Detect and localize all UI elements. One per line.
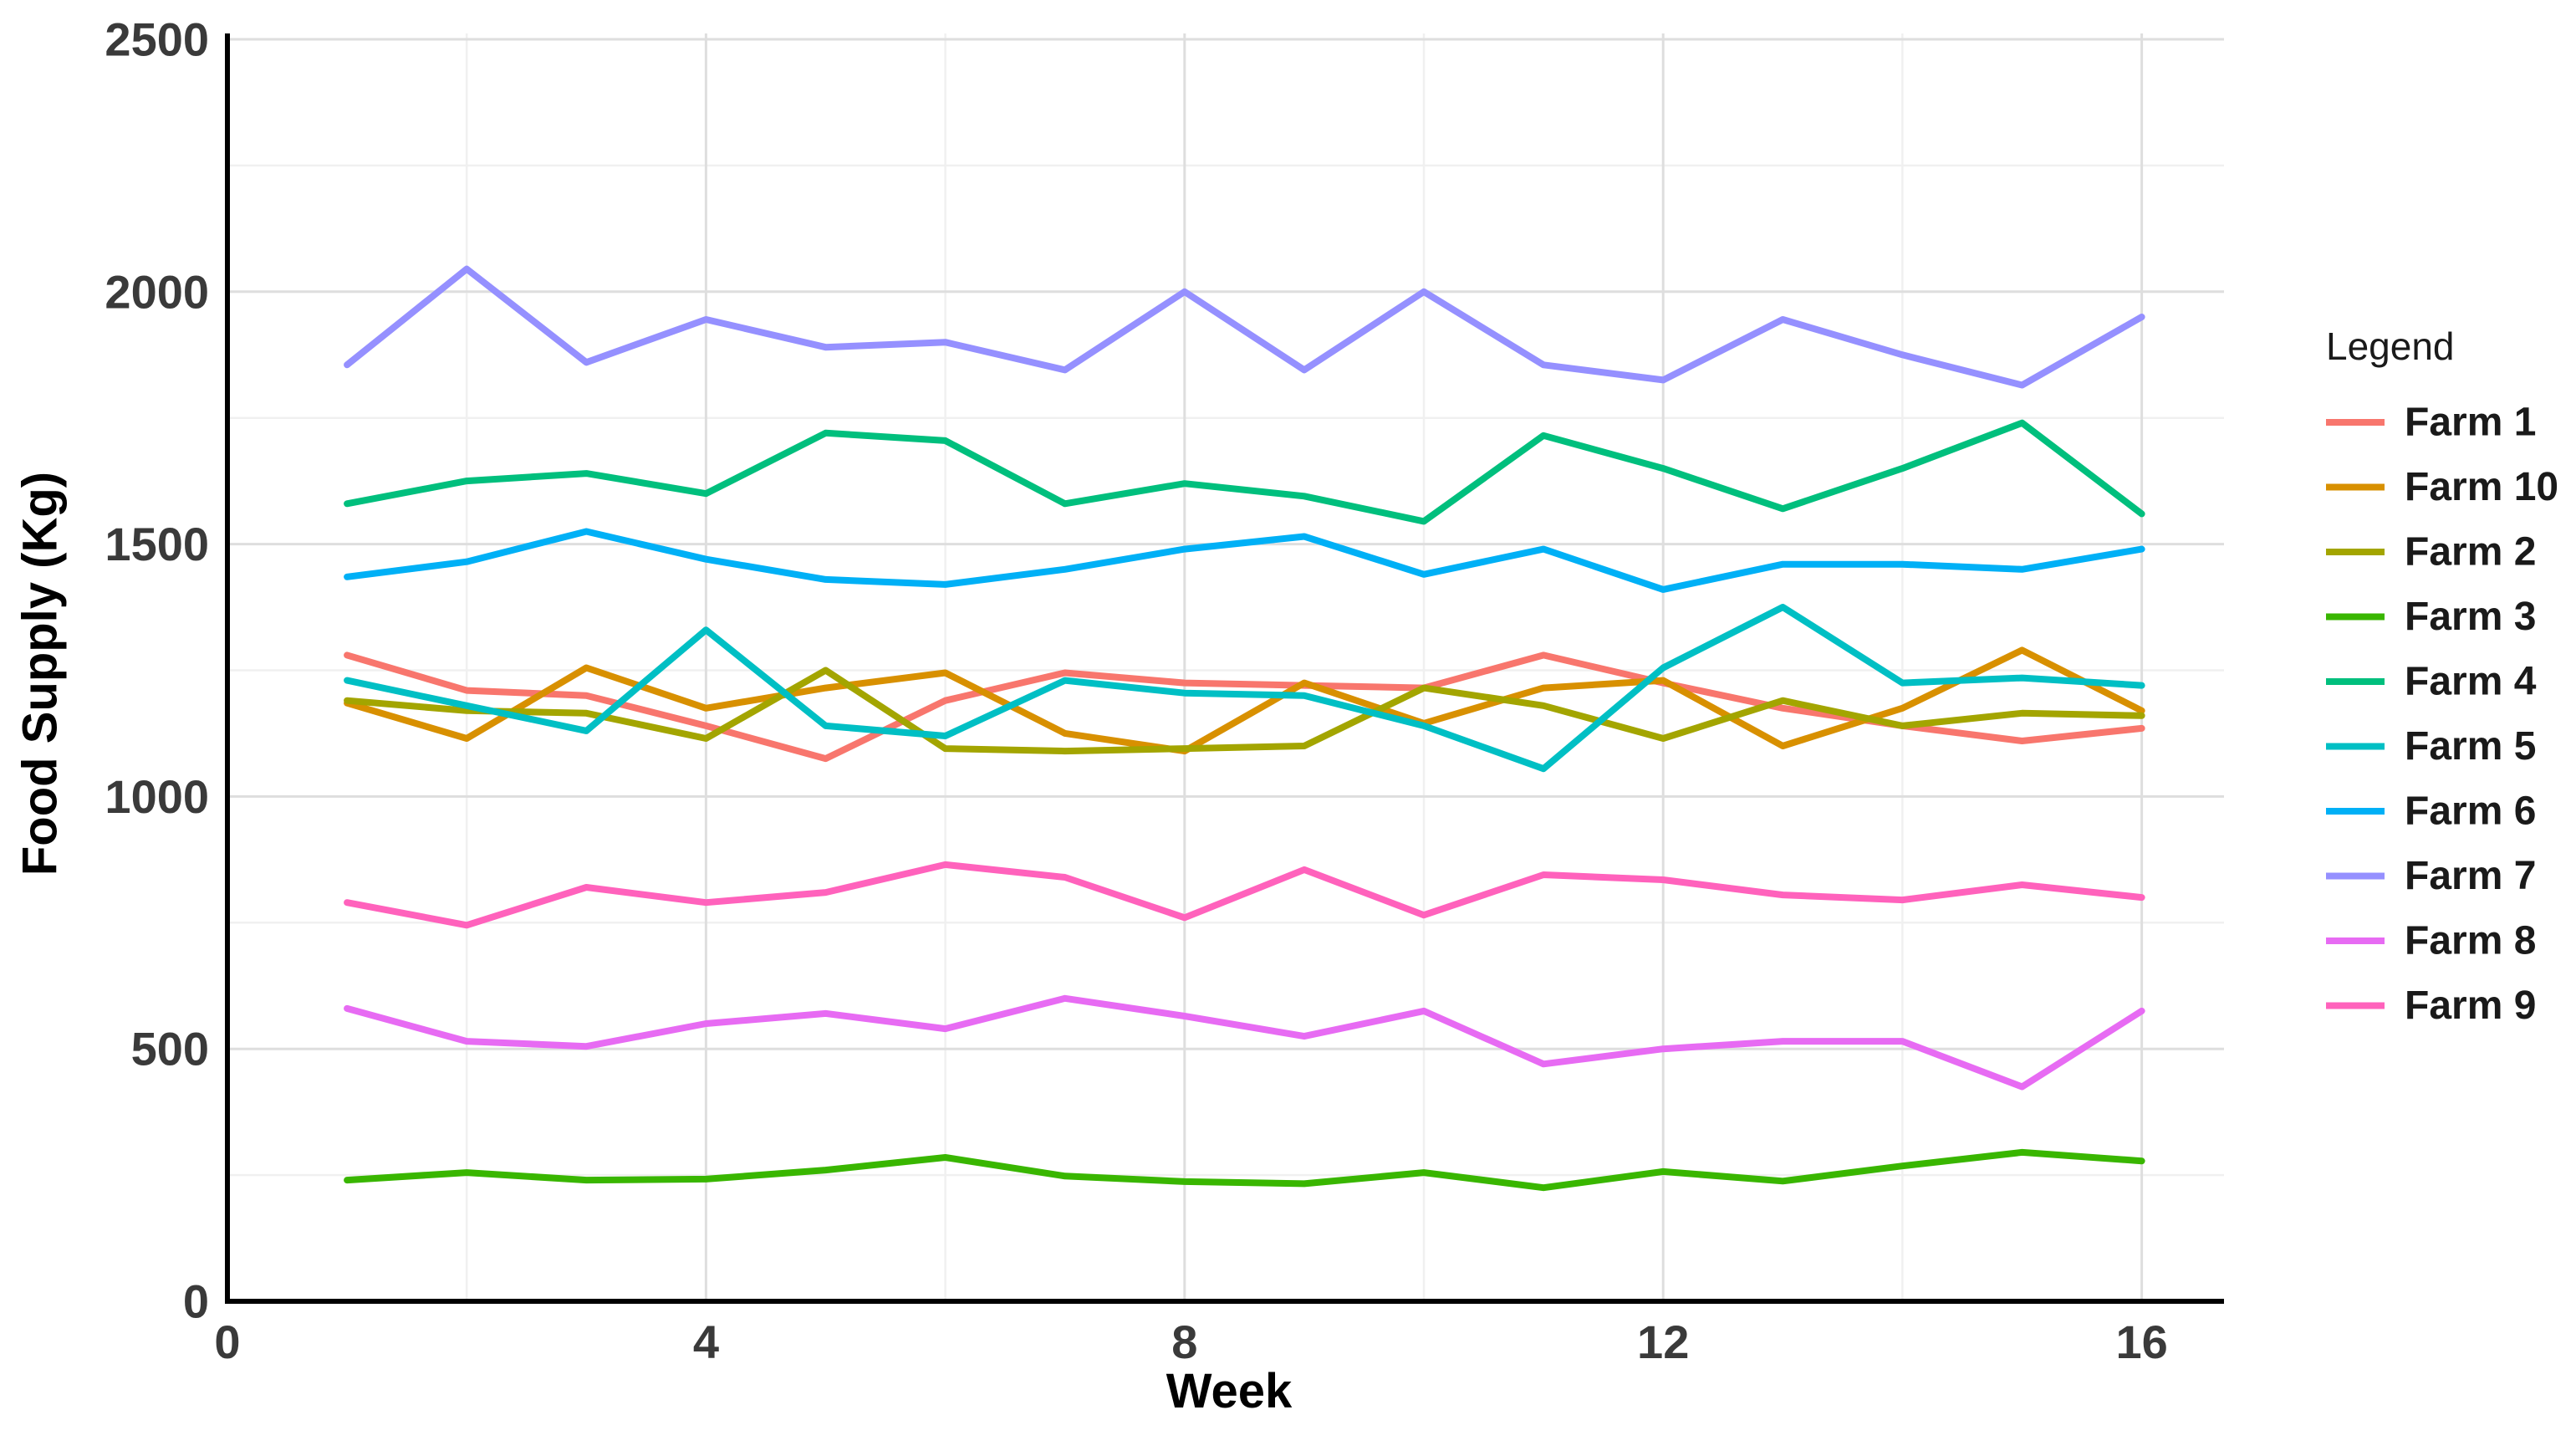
x-tick-label: 0 xyxy=(214,1316,240,1368)
y-tick-label: 1000 xyxy=(105,770,209,823)
x-tick-label: 16 xyxy=(2115,1316,2167,1368)
legend-label-farm-1: Farm 1 xyxy=(2405,401,2536,445)
legend-label-farm-7: Farm 7 xyxy=(2405,854,2536,898)
legend-label-farm-3: Farm 3 xyxy=(2405,595,2536,639)
legend-label-farm-4: Farm 4 xyxy=(2405,660,2537,704)
series-line-farm-6 xyxy=(344,528,2145,593)
series-line-farm-1 xyxy=(344,651,2145,763)
series-line-farm-4 xyxy=(344,419,2145,525)
legend-label-farm-5: Farm 5 xyxy=(2405,724,2536,769)
x-axis-title: Week xyxy=(1166,1364,1293,1418)
legend-title: Legend xyxy=(2326,324,2455,368)
y-tick-label: 1500 xyxy=(105,518,209,570)
y-axis-title: Food Supply (Kg) xyxy=(13,471,68,876)
legend-label-farm-2: Farm 2 xyxy=(2405,530,2536,575)
legend-label-farm-8: Farm 8 xyxy=(2405,919,2536,963)
series-line-farm-5 xyxy=(344,604,2145,773)
series-line-farm-3 xyxy=(344,1148,2145,1192)
x-tick-label: 4 xyxy=(693,1316,719,1368)
series-line-farm-7 xyxy=(344,265,2145,389)
x-tick-label: 12 xyxy=(1637,1316,1689,1368)
series-line-farm-8 xyxy=(344,994,2145,1091)
series-line-farm-2 xyxy=(344,667,2145,755)
y-tick-label: 2000 xyxy=(105,265,209,318)
series-line-farm-10 xyxy=(344,646,2145,755)
legend-label-farm-6: Farm 6 xyxy=(2405,789,2536,834)
y-tick-label: 500 xyxy=(131,1023,209,1075)
legend-label-farm-10: Farm 10 xyxy=(2405,465,2558,509)
legend-label-farm-9: Farm 9 xyxy=(2405,983,2536,1028)
y-tick-label: 0 xyxy=(183,1275,209,1328)
y-tick-label: 2500 xyxy=(105,13,209,66)
series-line-farm-9 xyxy=(344,861,2145,929)
x-tick-label: 8 xyxy=(1171,1316,1197,1368)
